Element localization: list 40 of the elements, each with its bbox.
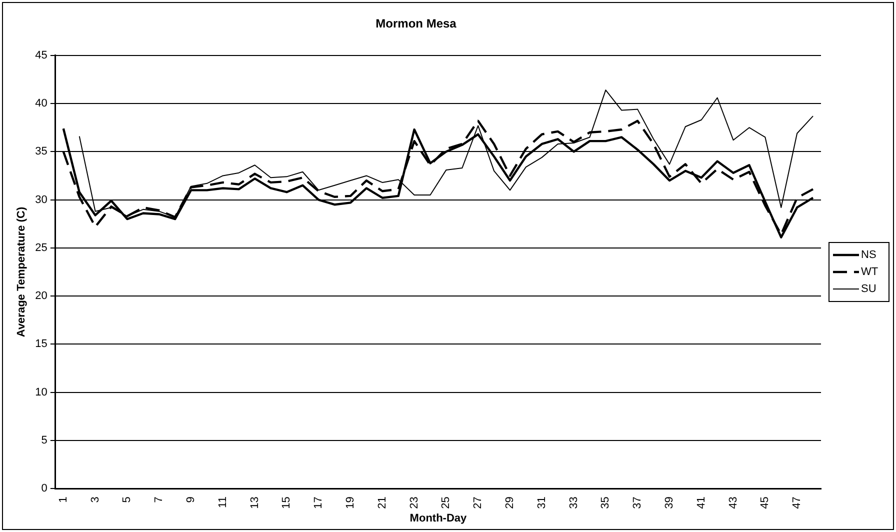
x-tick-label: 7 [153, 496, 166, 503]
x-tick-label: 45 [759, 496, 772, 509]
x-tick-label: 27 [472, 496, 484, 509]
x-tick-label: 37 [632, 496, 644, 509]
x-tick-label: 25 [440, 496, 452, 509]
x-tick-label: 13 [248, 496, 261, 509]
x-tick-label: 41 [695, 496, 708, 509]
y-tick-label: 45 [35, 49, 48, 62]
x-tick-label: 31 [536, 496, 548, 509]
y-tick-label: 0 [41, 482, 48, 495]
x-axis-title: Month-Day [410, 512, 468, 524]
y-axis-title: Average Temperature (C) [16, 206, 28, 338]
legend-label: NS [861, 249, 876, 262]
y-tick-label: 5 [41, 434, 48, 446]
y-tick-label: 35 [35, 146, 48, 158]
x-tick-label: 11 [216, 496, 229, 508]
x-tick-label: 17 [312, 496, 325, 509]
x-tick-label: 15 [280, 496, 293, 509]
chart-title: Mormon Mesa [376, 16, 457, 31]
x-tick-label: 39 [664, 496, 676, 509]
y-tick-label: 10 [35, 386, 48, 398]
legend-label: SU [861, 283, 876, 296]
y-tick-label: 25 [35, 242, 48, 254]
x-tick-label: 19 [344, 496, 357, 509]
x-tick-label: 3 [89, 496, 102, 503]
x-tick-label: 21 [376, 496, 388, 509]
x-tick-label: 5 [121, 496, 134, 503]
y-tick-label: 15 [35, 338, 48, 350]
x-tick-label: 9 [185, 496, 198, 503]
x-tick-label: 43 [727, 496, 740, 509]
y-tick-label: 40 [35, 98, 48, 110]
x-tick-label: 33 [568, 496, 580, 509]
y-tick-label: 30 [35, 194, 48, 206]
legend-label: WT [861, 266, 878, 278]
x-tick-label: 47 [791, 496, 804, 509]
x-tick-label: 23 [408, 496, 420, 509]
x-tick-label: 29 [504, 496, 516, 509]
x-tick-label: 1 [57, 496, 70, 503]
x-tick-label: 35 [600, 496, 612, 509]
y-tick-label: 20 [35, 290, 48, 302]
